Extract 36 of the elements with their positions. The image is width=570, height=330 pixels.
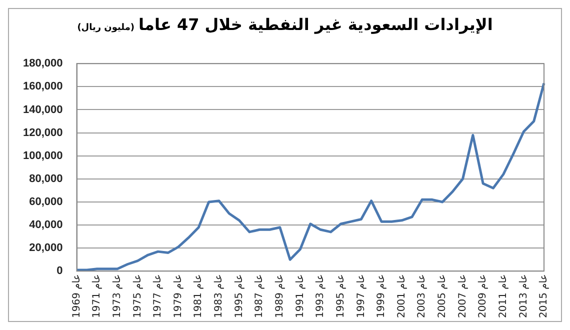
x-tick-label: عام 2011 bbox=[498, 274, 509, 318]
x-tick-label: عام 1977 bbox=[152, 274, 164, 318]
y-tick-label: 40,000 bbox=[29, 219, 63, 232]
x-tick-label: عام 1997 bbox=[356, 274, 367, 318]
x-tick-label: عام 1971 bbox=[92, 274, 103, 318]
x-tick-label: عام 1995 bbox=[335, 274, 346, 318]
x-tick-label: عام 2009 bbox=[478, 274, 489, 318]
x-tick-label: عام 2005 bbox=[437, 274, 448, 318]
y-tick-label: 20,000 bbox=[29, 242, 63, 254]
y-tick-label: 160,000 bbox=[22, 80, 63, 93]
y-tick-label: 140,000 bbox=[22, 104, 63, 116]
x-tick-label: عام 2001 bbox=[396, 274, 408, 318]
x-tick-label: عام 1981 bbox=[193, 274, 204, 318]
x-tick-label: عام 1973 bbox=[112, 274, 123, 318]
x-tick-label: عام 1993 bbox=[315, 274, 326, 318]
x-tick-label: عام 1979 bbox=[172, 274, 184, 318]
x-tick-label: عام 1983 bbox=[214, 274, 225, 318]
x-tick-label: عام 1969 bbox=[71, 274, 82, 318]
y-tick-label: 0 bbox=[56, 265, 63, 278]
x-tick-label: عام 1975 bbox=[132, 274, 144, 318]
x-tick-label: عام 1991 bbox=[294, 274, 306, 318]
x-tick-label: عام 2007 bbox=[457, 274, 468, 318]
x-tick-label: عام 2003 bbox=[416, 274, 428, 318]
y-tick-label: 80,000 bbox=[29, 172, 63, 185]
x-tick-label: عام 1987 bbox=[254, 274, 266, 318]
x-tick-label: عام 2013 bbox=[518, 274, 530, 318]
x-tick-label: عام 1989 bbox=[274, 274, 286, 318]
x-tick-label: عام 1995 bbox=[234, 274, 245, 318]
chart-subtitle: (مليون ريال) bbox=[77, 23, 135, 33]
y-tick-label: 120,000 bbox=[22, 126, 63, 139]
y-tick-label: 100,000 bbox=[22, 150, 63, 162]
x-tick-label: عام 2015 bbox=[538, 274, 550, 318]
x-tick-label: عام 1999 bbox=[376, 274, 388, 318]
y-tick-label: 180,000 bbox=[22, 58, 63, 70]
chart-title: الإيرادات السعودية غير النفطية خلال 47 عاما bbox=[138, 15, 493, 34]
y-tick-label: 60,000 bbox=[29, 196, 63, 208]
